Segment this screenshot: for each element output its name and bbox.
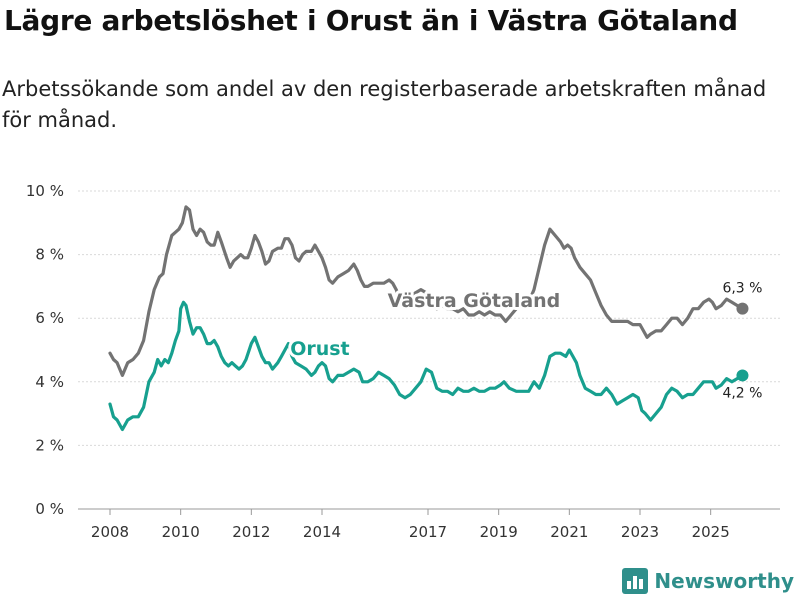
x-tick-label: 2021 xyxy=(550,523,588,541)
page-title: Lägre arbetslöshet i Orust än i Västra G… xyxy=(4,4,738,37)
y-tick-label: 0 % xyxy=(35,500,64,518)
y-tick-label: 10 % xyxy=(26,182,64,200)
bar-chart-icon xyxy=(622,568,649,594)
chart-labels: 6,3 % 4,2 % Västra Götaland Orust xyxy=(287,281,762,402)
x-tick-label: 2010 xyxy=(162,523,200,541)
x-tick-label: 2025 xyxy=(692,523,730,541)
axes: 0 % 2 % 4 % 6 % 8 % 10 % 2008 2010 2012 2014 2017 2… xyxy=(26,182,730,541)
page-subtitle: Arbetssökande som andel av den registerb… xyxy=(2,77,767,132)
x-tick-label: 2017 xyxy=(409,523,447,541)
series-lines xyxy=(108,205,749,432)
grid-lines xyxy=(78,190,780,510)
y-tick-label: 2 % xyxy=(35,436,64,454)
brand-logo: Newsworthy xyxy=(622,568,794,594)
end-label-vastra-gotaland: 6,3 % xyxy=(722,281,762,297)
y-tick-label: 8 % xyxy=(35,246,64,264)
brand-name: Newsworthy xyxy=(654,569,794,593)
series-label-orust: Orust xyxy=(290,338,349,360)
end-point-v-stra-g-taland xyxy=(736,302,749,315)
x-tick-label: 2012 xyxy=(232,523,270,541)
series-label-vastra-gotaland: Västra Götaland xyxy=(388,290,561,312)
end-point-orust xyxy=(736,369,749,382)
x-tick-label: 2019 xyxy=(480,523,518,541)
x-tick-label: 2008 xyxy=(91,523,129,541)
y-tick-label: 4 % xyxy=(35,373,64,391)
y-tick-label: 6 % xyxy=(35,309,64,327)
x-tick-label: 2023 xyxy=(621,523,659,541)
end-label-orust: 4,2 % xyxy=(722,385,762,401)
series-line-orust xyxy=(108,300,745,432)
series-line-v-stra-g-taland xyxy=(108,205,745,377)
x-tick-label: 2014 xyxy=(303,523,341,541)
